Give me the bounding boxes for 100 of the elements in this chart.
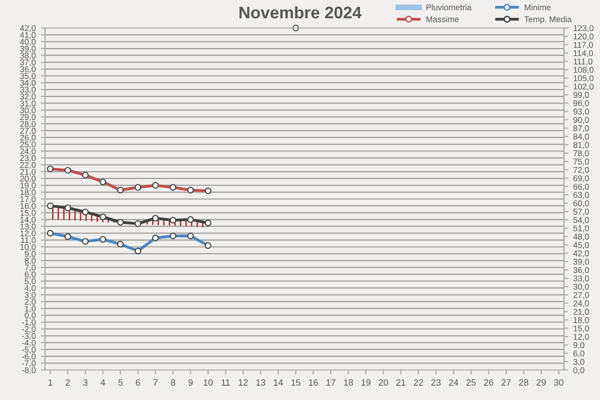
y-tick-label: 25,0 [20, 141, 36, 148]
y-tick-label: 6,0 [24, 271, 36, 278]
point [64, 204, 72, 212]
y2-tick-label: 120,0 [574, 34, 594, 40]
x-tick-label: 4 [100, 379, 106, 386]
x-tick-label: 26 [484, 379, 494, 386]
x-tick-label: 29 [536, 379, 546, 386]
y2-tick-label: 36,0 [573, 267, 589, 274]
y2-tick-label: 39,0 [573, 258, 589, 266]
y-tick-label: 40,0 [20, 38, 36, 46]
y-tick-label: 36,0 [20, 66, 36, 74]
y2-tick-label: 102,0 [574, 84, 594, 90]
y-tick-label: 10,0 [20, 244, 36, 251]
y2-tick-label: 87,0 [573, 125, 589, 132]
y2-tick-label: 48,0 [573, 234, 589, 241]
y2-tick-label: 111,0 [574, 58, 592, 66]
y-tick-label: 35,0 [20, 73, 36, 80]
point [134, 220, 142, 227]
y2-tick-label: 123,0 [574, 25, 594, 32]
y-tick-label: -7,0 [22, 360, 36, 368]
y2-tick-label: 30,0 [573, 284, 589, 291]
y-tick-label: 12,0 [20, 230, 36, 238]
x-tick-label: 18 [344, 379, 353, 386]
y2-tick-label: 42,0 [573, 250, 589, 258]
y2-tick-label: 54,0 [573, 217, 589, 224]
y-tick-label: 19,0 [20, 182, 36, 190]
y-tick-label: 17,0 [20, 196, 36, 204]
y2-tick-label: 3,0 [573, 358, 584, 366]
y-tick-label: 38,0 [20, 52, 36, 60]
y-tick-label: 5,0 [24, 278, 36, 286]
x-tick-label: 21 [396, 379, 406, 386]
x-tick-label: 5 [118, 379, 123, 386]
y-tick-label: 11,0 [21, 237, 36, 244]
y-tick-label: 37,0 [20, 59, 36, 66]
y2-tick-label: 45,0 [573, 242, 589, 249]
y-tick-label: 39,0 [20, 46, 36, 53]
y2-tick-label: 72,0 [573, 167, 589, 174]
point [82, 208, 89, 216]
y2-tick-label: 63,0 [573, 192, 589, 199]
y-tick-label: 29,0 [20, 114, 36, 122]
y2-tick-label: 0,0 [573, 367, 584, 374]
y2-tick-label: 105,0 [574, 75, 594, 82]
y-tick-label: 33,0 [20, 86, 36, 94]
x-tick-label: 9 [188, 379, 193, 386]
y2-tick-label: 81,0 [573, 142, 589, 149]
y-tick-label: 8,0 [24, 258, 36, 265]
x-tick-label: 30 [554, 379, 564, 386]
y-tick-label: 30,0 [20, 107, 36, 114]
y-tick-label: -6,0 [22, 354, 36, 360]
y-tick-label: 14,0 [20, 216, 36, 224]
x-tick-label: 8 [170, 379, 176, 386]
y-tick-label: 32,0 [20, 94, 36, 100]
x-tick-label: 27 [502, 379, 511, 386]
x-tick-label: 3 [83, 379, 88, 386]
y-tick-label: 42,0 [20, 25, 36, 32]
y2-tick-label: 27,0 [573, 292, 589, 300]
x-tick-label: 24 [448, 379, 458, 386]
y-tick-label: 24,0 [20, 148, 36, 156]
point [152, 214, 159, 222]
y-tick-label: 20,0 [20, 176, 36, 183]
y-tick-label: -8,0 [22, 367, 36, 374]
y-tick-label: -4,0 [22, 340, 36, 347]
y2-tick-label: 57,0 [573, 208, 589, 216]
y2-tick-label: 108,0 [574, 66, 594, 74]
y2-tick-label: 9,0 [573, 342, 584, 350]
y2-tick-label: 84,0 [573, 134, 589, 141]
y2-tick-label: 90,0 [573, 116, 589, 124]
y-tick-label: 16,0 [20, 203, 36, 210]
y-tick-label: 22,0 [20, 162, 36, 169]
y2-tick-label: 60,0 [573, 200, 589, 208]
y-tick-label: 3,0 [24, 292, 36, 299]
y-tick-label: 21,0 [20, 168, 36, 176]
y-tick-label: 15,0 [20, 210, 36, 217]
legend-label: Temp. Media [524, 16, 572, 24]
y-tick-label: 28,0 [20, 120, 36, 128]
x-tick-label: 15 [291, 379, 300, 386]
y-tick-label: 13,0 [20, 224, 36, 230]
y2-tick-label: 93,0 [573, 108, 589, 116]
y-tick-label: -1,0 [22, 319, 36, 326]
y-tick-label: 0,0 [24, 312, 36, 320]
x-tick-label: 10 [204, 379, 213, 386]
y-tick-label: 41,0 [20, 32, 36, 39]
x-tick-label: 14 [274, 379, 283, 386]
y2-tick-label: 6,0 [573, 350, 584, 358]
point [117, 218, 124, 226]
y-tick-label: 31,0 [20, 100, 36, 108]
x-tick-label: 6 [136, 379, 140, 386]
y-tick-label: 26,0 [20, 134, 36, 142]
x-tick-label: 13 [256, 379, 266, 386]
x-tick-label: 22 [414, 379, 424, 386]
y2-tick-label: 24,0 [573, 300, 589, 308]
legend-label: Massime [426, 16, 459, 22]
y2-tick-label: 51,0 [573, 225, 589, 232]
y-tick-label: 23,0 [20, 155, 36, 162]
y2-tick-label: 33,0 [573, 275, 589, 282]
x-tick-label: 7 [153, 379, 158, 386]
y-tick-label: 9,0 [24, 250, 36, 258]
chart-title: Novembre 2024 [240, 6, 362, 18]
y2-tick-label: 18,0 [574, 317, 589, 324]
point [187, 216, 194, 223]
